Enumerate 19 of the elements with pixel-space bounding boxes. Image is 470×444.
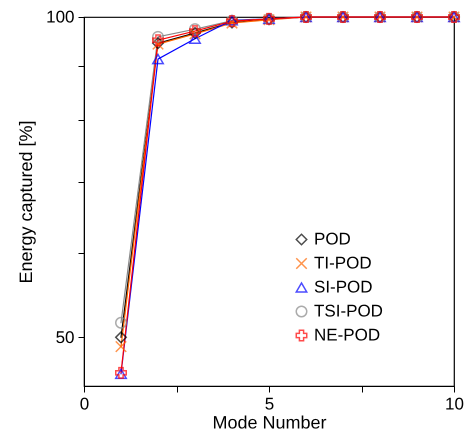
x-tick-label: 10 [445, 394, 464, 414]
legend-label: POD [314, 230, 351, 248]
point [152, 54, 164, 64]
x-tick-label: 5 [264, 394, 274, 414]
point [152, 34, 164, 46]
point [189, 33, 201, 44]
legend-label: TSI-POD [314, 302, 383, 320]
point [152, 30, 164, 43]
legend-label: SI-POD [314, 278, 373, 296]
legend-label: NE-POD [314, 326, 380, 344]
y-tick-label: 100 [46, 8, 74, 26]
y-axis-title: Energy captured [%] [16, 120, 36, 284]
point [115, 340, 127, 353]
y-tick-label: 50 [56, 328, 74, 347]
point [115, 331, 127, 344]
x-axis-title: Mode Number [212, 412, 327, 432]
x-tick-label: 0 [80, 394, 90, 414]
legend-label: TI-POD [314, 254, 372, 272]
point [115, 316, 127, 329]
